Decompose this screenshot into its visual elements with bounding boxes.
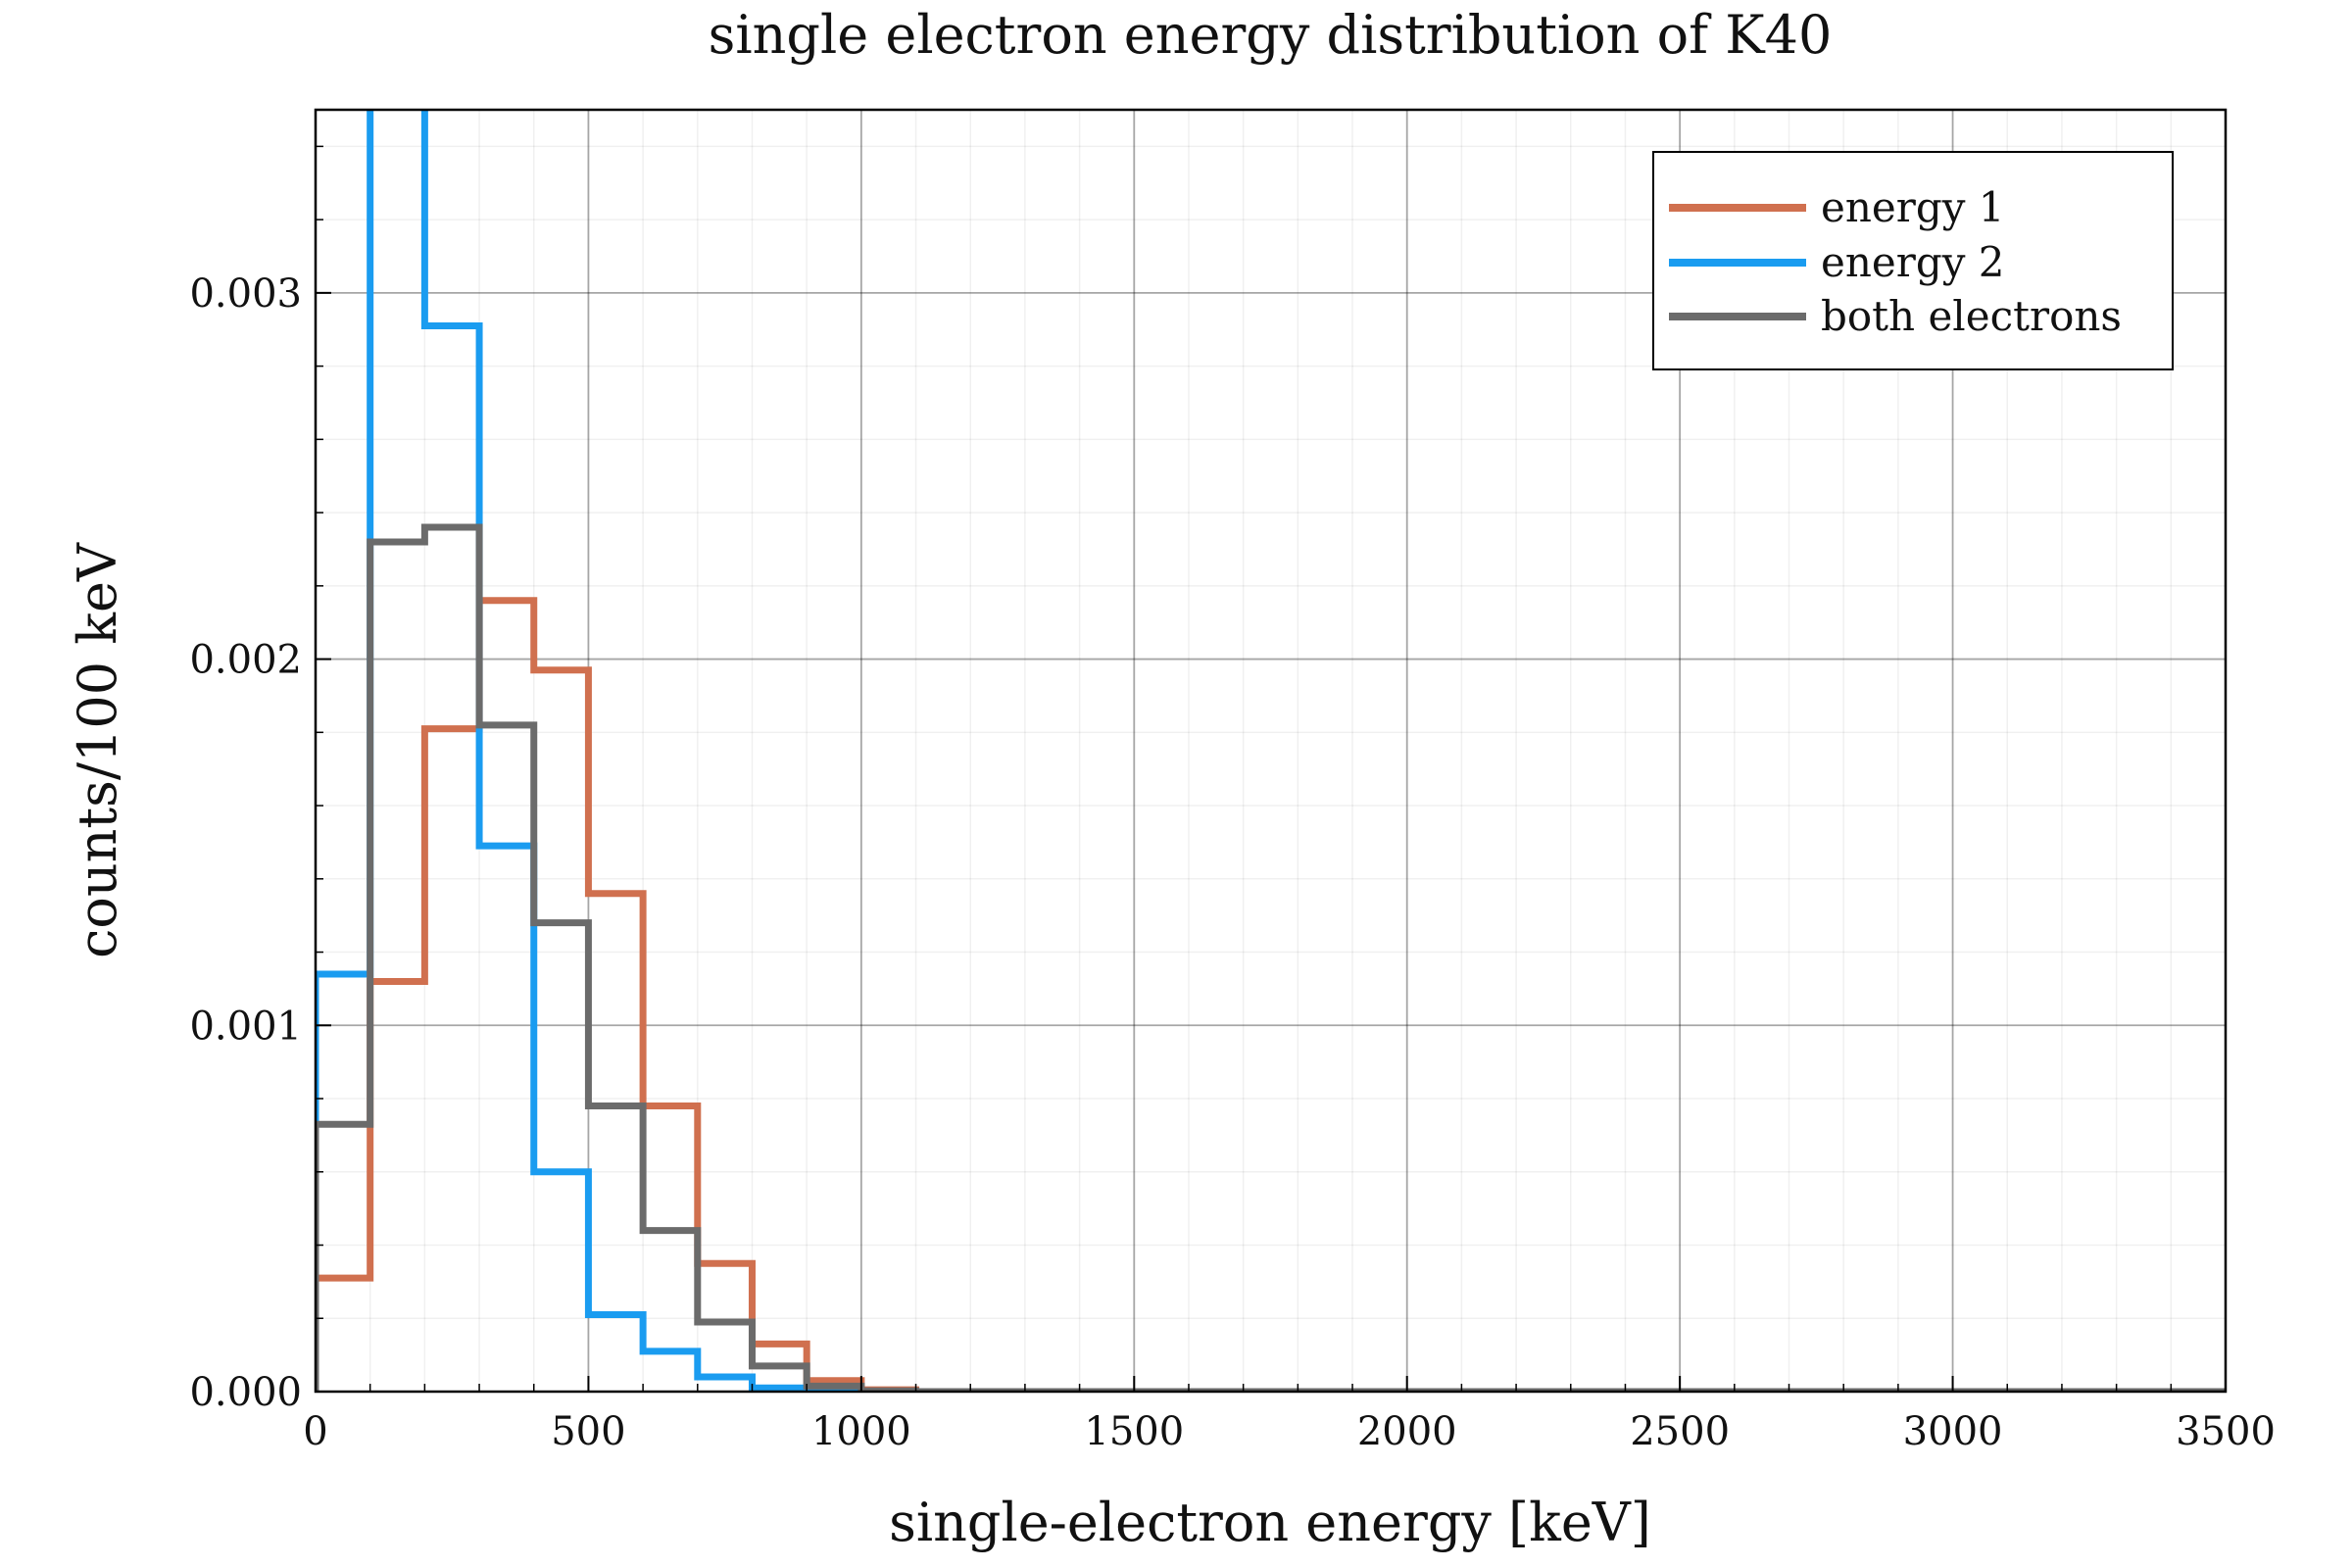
y-tick-label: 0.003 bbox=[189, 271, 302, 317]
x-tick-label: 3500 bbox=[2176, 1409, 2276, 1454]
y-tick-label: 0.001 bbox=[189, 1004, 302, 1049]
x-tick-label: 2500 bbox=[1630, 1409, 1730, 1454]
legend: energy 1 energy 2 both electrons bbox=[1652, 151, 2174, 370]
x-tick-label: 1500 bbox=[1084, 1409, 1184, 1454]
tick-marks bbox=[315, 145, 2227, 1393]
major-grid bbox=[316, 110, 2226, 1392]
series-line-energy-1 bbox=[316, 597, 2226, 1392]
x-tick-labels: 0 500 1000 1500 2000 2500 3000 3500 bbox=[303, 1409, 2276, 1454]
legend-label-energy-1: energy 1 bbox=[1821, 183, 2005, 231]
legend-label-both-electrons: both electrons bbox=[1821, 292, 2122, 340]
legend-label-energy-2: energy 2 bbox=[1821, 238, 2005, 286]
chart-title: single electron energy distribution of K… bbox=[709, 4, 1833, 66]
y-tick-label: 0.002 bbox=[189, 638, 302, 683]
y-tick-label: 0.000 bbox=[189, 1370, 302, 1415]
series-line-both-electrons bbox=[316, 523, 2226, 1392]
x-tick-label: 2000 bbox=[1357, 1409, 1457, 1454]
x-tick-label: 0 bbox=[303, 1409, 327, 1454]
plot-frame bbox=[314, 108, 2228, 1394]
y-axis-label: counts/100 keV bbox=[67, 542, 128, 958]
x-tick-label: 3000 bbox=[1903, 1409, 2003, 1454]
y-tick-labels: 0.000 0.001 0.002 0.003 bbox=[189, 271, 302, 1415]
x-axis-label: single-electron energy [keV] bbox=[889, 1492, 1651, 1553]
x-tick-label: 1000 bbox=[811, 1409, 911, 1454]
minor-grid bbox=[316, 110, 2226, 1392]
x-tick-label: 500 bbox=[551, 1409, 625, 1454]
